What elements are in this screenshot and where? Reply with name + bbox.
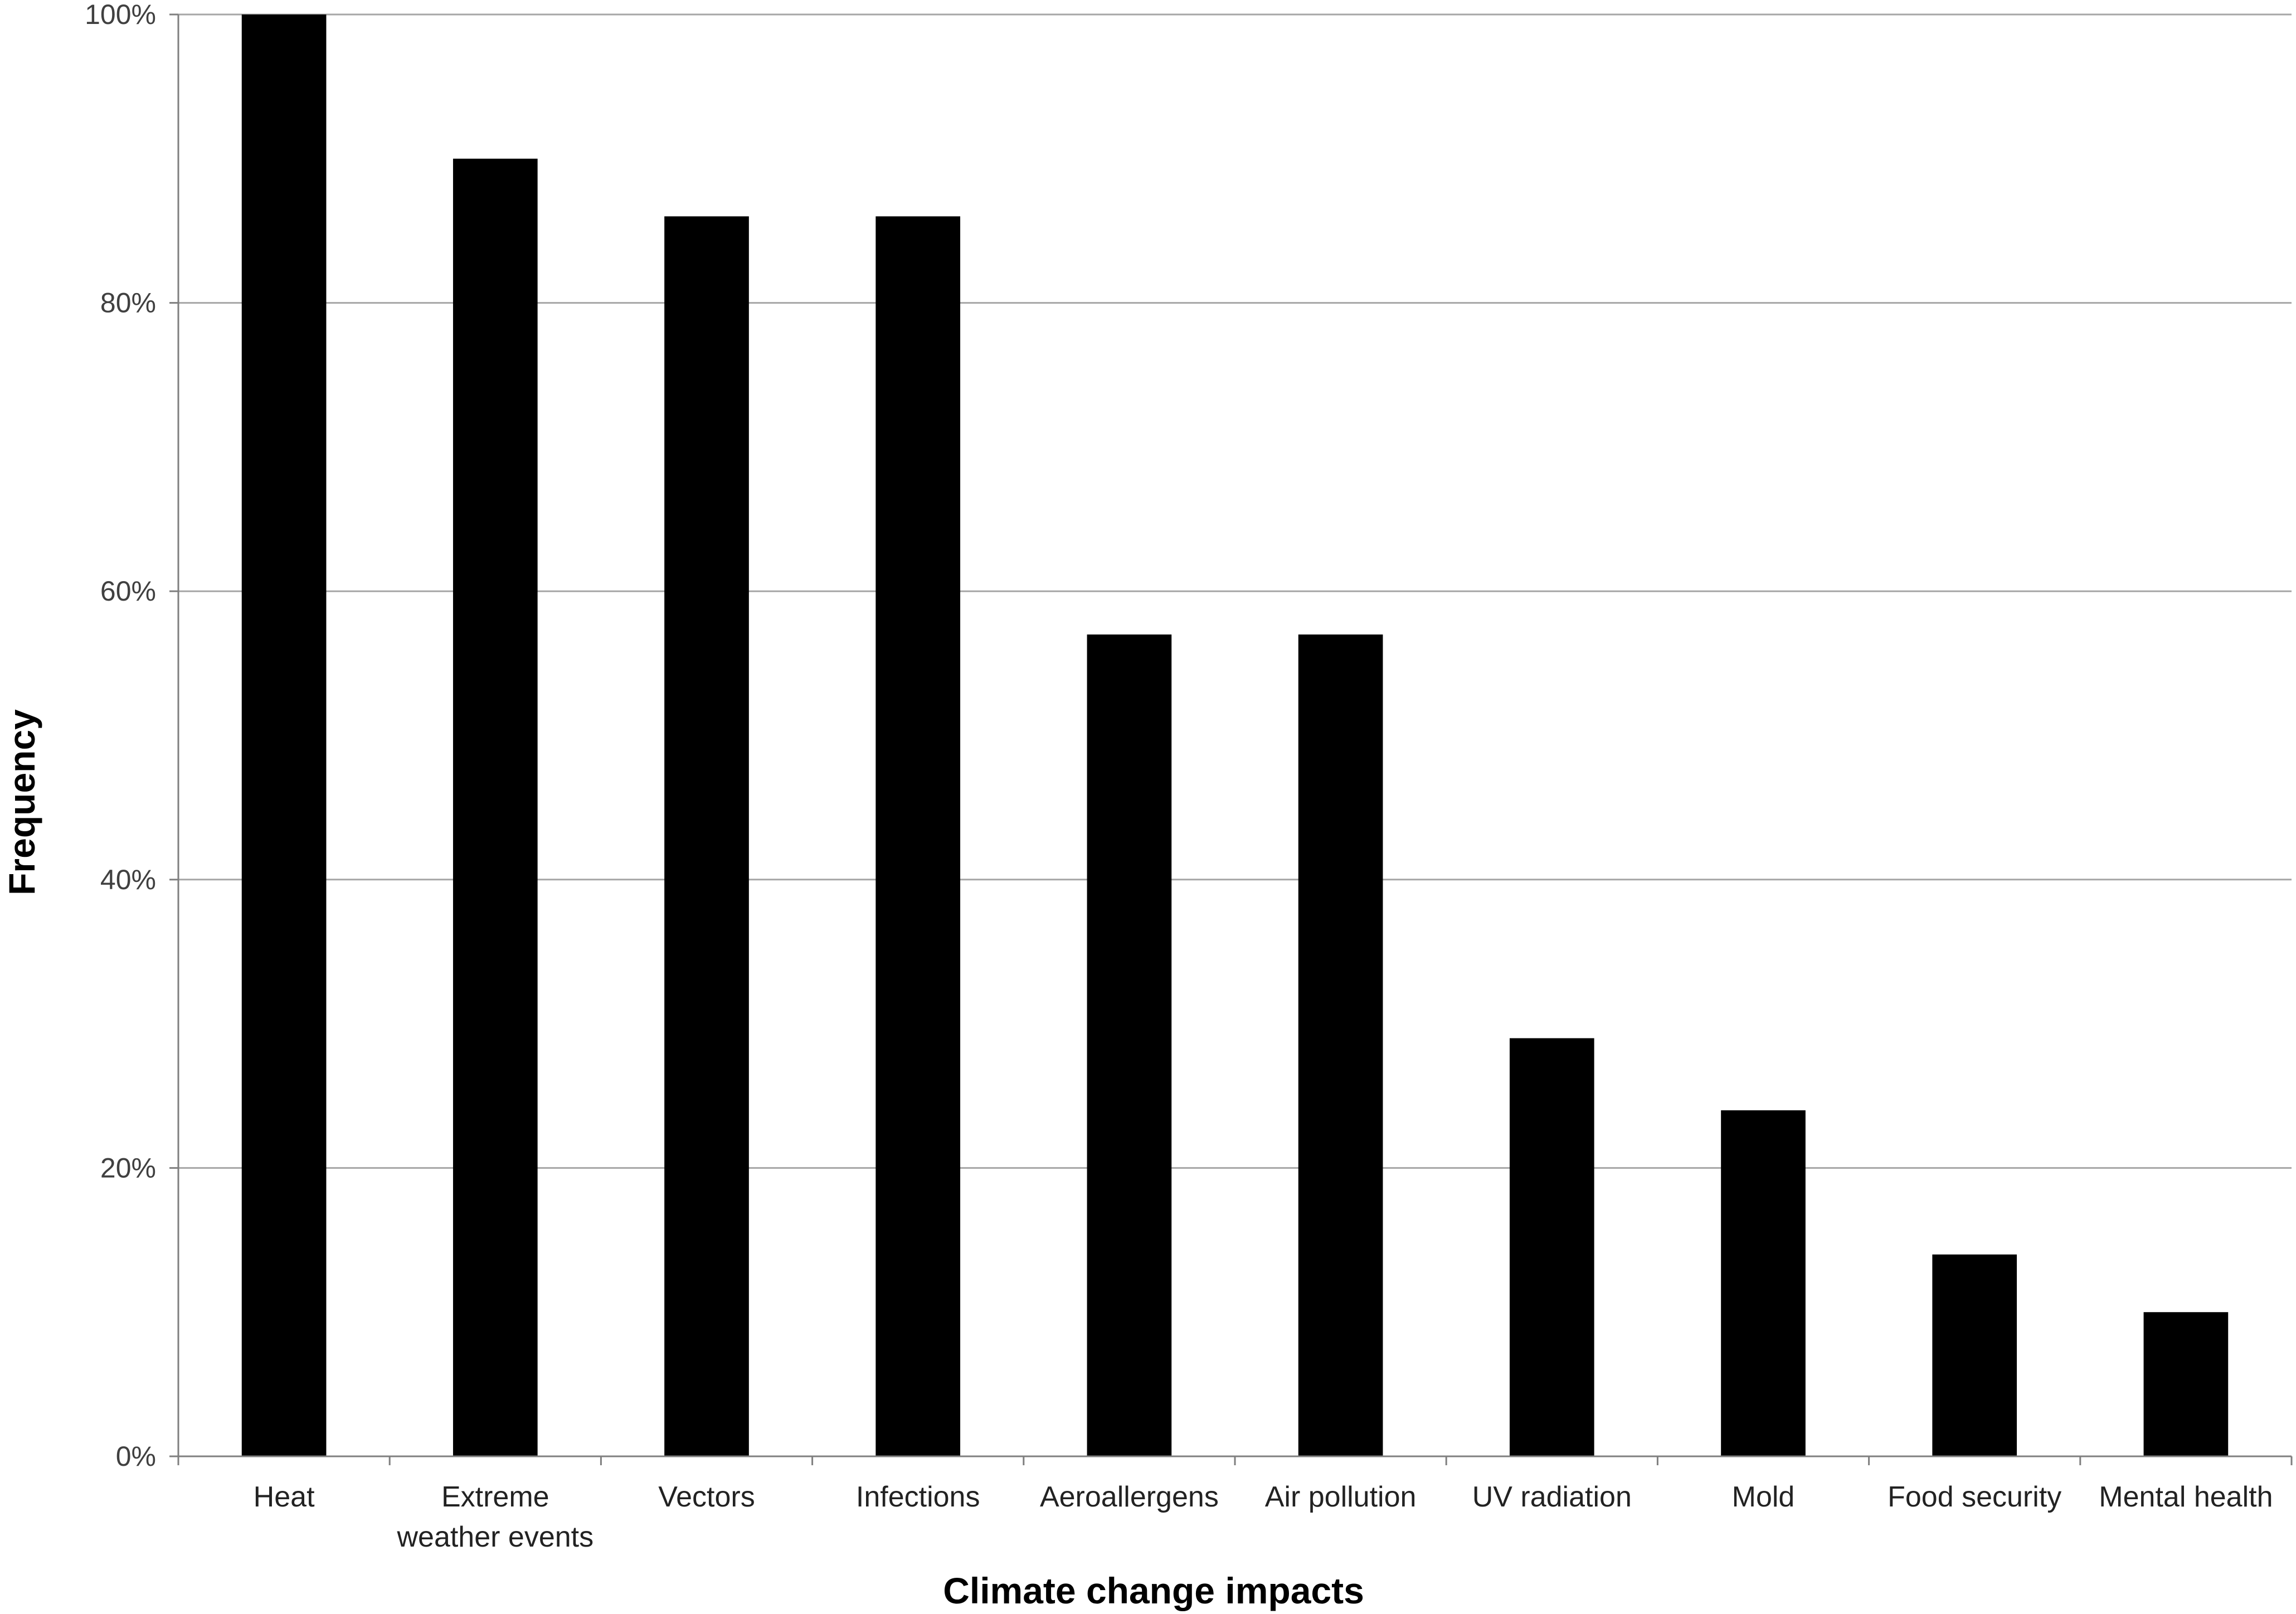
y-tick-label: 60% [100,576,156,607]
x-category-label: Heat [254,1481,315,1513]
y-tick-label: 40% [100,864,156,895]
x-category-label: Aeroallergens [1040,1481,1219,1513]
x-category-label: Vectors [658,1481,755,1513]
bar [2143,1312,2229,1456]
y-tick-label: 100% [85,0,156,30]
x-category-label: Air pollution [1265,1481,1417,1513]
x-category-label: UV radiation [1472,1481,1632,1513]
x-category-labels: Heat Extreme weather events Vectors Infectio… [254,1481,2273,1553]
bar [1298,634,1383,1456]
bar [1932,1254,2017,1456]
y-axis-title: Frequency [1,709,42,895]
x-axis-title: Climate change impacts [943,1570,1364,1611]
bar [1721,1110,1806,1456]
bars [241,14,2229,1456]
bar [241,14,327,1456]
bar [875,216,961,1456]
bar [664,216,749,1456]
x-category-label: Mold [1732,1481,1795,1513]
x-category-label: Infections [856,1481,980,1513]
x-category-label: Extreme weather events [396,1481,594,1553]
axes [169,13,2293,1465]
bar [453,158,538,1456]
bar [1087,634,1172,1456]
x-category-label: Mental health [2099,1481,2273,1513]
y-tick-label: 20% [100,1152,156,1183]
x-category-label: Food security [1888,1481,2061,1513]
y-tick-label: 0% [116,1441,156,1472]
y-tick-label: 80% [100,287,156,319]
y-tick-labels: 0% 20% 40% 60% 80% 100% [85,0,156,1472]
bar [1509,1038,1594,1456]
